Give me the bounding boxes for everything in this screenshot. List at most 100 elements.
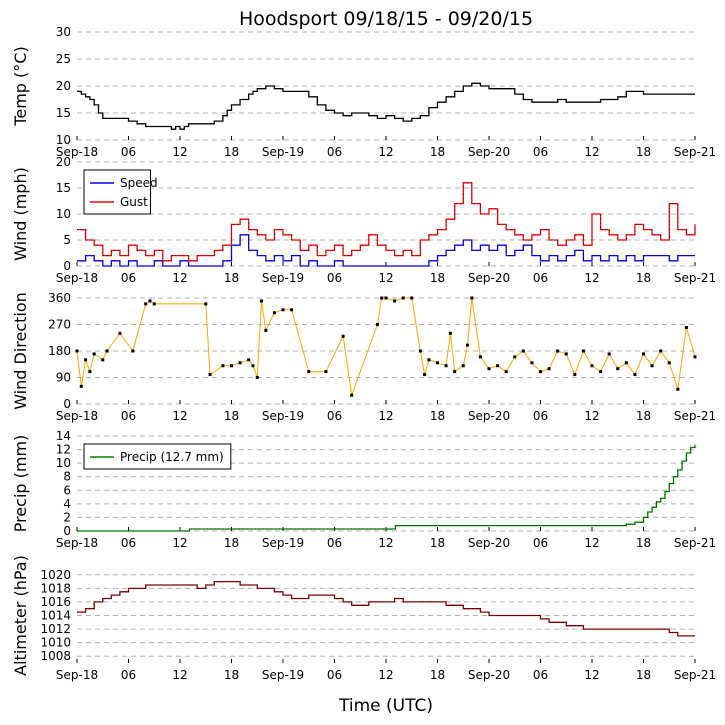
series-markers (77, 444, 696, 532)
x-tick-label: 18 (430, 409, 445, 423)
y-tick-label: 15 (56, 106, 71, 120)
y-tick-label: 10 (56, 207, 71, 221)
data-point (427, 358, 431, 362)
data-point (230, 364, 233, 368)
x-tick-label: 06 (121, 145, 136, 159)
data-point (453, 370, 457, 374)
x-tick-label: Sep-21 (674, 409, 716, 423)
data-point (487, 367, 491, 371)
data-point (105, 349, 109, 353)
legend-label: Gust (120, 195, 148, 209)
series-line-gust (77, 182, 696, 262)
y-axis-label: Wind Direction (11, 292, 30, 410)
data-point (693, 355, 697, 359)
x-axis-label: Time (UTC) (338, 696, 433, 716)
x-tick-label: 12 (584, 409, 599, 423)
data-point (281, 308, 285, 312)
y-tick-label: 1020 (40, 568, 71, 582)
data-point (590, 364, 594, 368)
x-tick-label: 06 (327, 271, 342, 285)
x-tick-label: 18 (430, 668, 445, 682)
y-tick-label: 1014 (40, 609, 71, 623)
x-tick-label: Sep-20 (468, 145, 510, 159)
legend-label: Speed (120, 176, 158, 190)
data-point (448, 331, 452, 335)
x-tick-label: 18 (430, 271, 445, 285)
data-point (238, 361, 242, 365)
x-tick-label: Sep-21 (674, 271, 716, 285)
data-point (650, 364, 654, 368)
x-tick-label: 06 (327, 668, 342, 682)
data-point (466, 343, 470, 347)
x-tick-label: 18 (224, 536, 239, 550)
data-point (573, 373, 577, 377)
x-tick-label: Sep-20 (468, 536, 510, 550)
data-point (380, 296, 384, 300)
data-point (564, 352, 568, 356)
legend-label: Precip (12.7 mm) (120, 450, 224, 464)
y-tick-label: 1012 (40, 622, 71, 636)
x-tick-label: Sep-19 (262, 409, 304, 423)
y-tick-label: 5 (63, 233, 71, 247)
x-tick-label: 06 (121, 536, 136, 550)
x-tick-label: 18 (224, 409, 239, 423)
y-axis-label: Altimeter (hPa) (11, 555, 30, 676)
x-tick-label: 06 (327, 409, 342, 423)
x-tick-label: Sep-18 (56, 271, 98, 285)
x-tick-label: Sep-21 (674, 145, 716, 159)
data-point (247, 358, 251, 362)
data-point (461, 364, 465, 368)
x-tick-label: Sep-20 (468, 668, 510, 682)
y-tick-label: 0 (63, 259, 71, 273)
data-point (204, 302, 208, 306)
x-tick-label: 12 (584, 145, 599, 159)
data-point (144, 302, 148, 306)
y-tick-label: 20 (56, 79, 71, 93)
data-point (255, 376, 259, 379)
x-tick-label: 12 (584, 668, 599, 682)
data-point (260, 299, 264, 303)
x-tick-label: 12 (378, 536, 393, 550)
x-tick-label: 18 (430, 536, 445, 550)
x-tick-label: 06 (533, 145, 548, 159)
y-tick-label: 8 (63, 470, 71, 484)
y-tick-label: 2 (63, 510, 71, 524)
data-point (92, 352, 96, 356)
panel-3: 0 90 180 270 360 Sep-18 06 12 18 Sep-19 06 12 18 Sep-… (11, 291, 716, 423)
x-tick-label: 12 (584, 536, 599, 550)
data-point (504, 370, 508, 374)
data-point (478, 355, 482, 359)
x-tick-label: Sep-19 (262, 668, 304, 682)
y-tick-label: 10 (56, 456, 71, 470)
data-point (684, 325, 688, 329)
data-point (264, 328, 268, 332)
x-tick-label: 18 (636, 536, 651, 550)
x-tick-label: 18 (430, 145, 445, 159)
data-point (221, 364, 225, 368)
data-point (290, 308, 294, 312)
data-point (272, 311, 276, 315)
data-point (148, 299, 152, 303)
data-point (539, 370, 542, 374)
data-point (393, 299, 397, 303)
y-tick-label: 360 (48, 291, 71, 305)
y-tick-label: 20 (56, 155, 71, 169)
x-tick-label: 12 (172, 536, 187, 550)
data-point (676, 387, 680, 391)
data-point (324, 370, 328, 374)
y-tick-label: 1016 (40, 595, 71, 609)
y-tick-label: 180 (48, 344, 71, 358)
data-point (118, 331, 122, 335)
data-point (84, 358, 88, 362)
y-tick-label: 270 (48, 318, 71, 332)
y-tick-label: 14 (56, 429, 71, 443)
data-point (667, 361, 671, 365)
y-tick-label: 1008 (40, 649, 71, 663)
x-tick-label: 12 (378, 409, 393, 423)
x-tick-label: 06 (533, 409, 548, 423)
x-tick-label: 12 (584, 271, 599, 285)
